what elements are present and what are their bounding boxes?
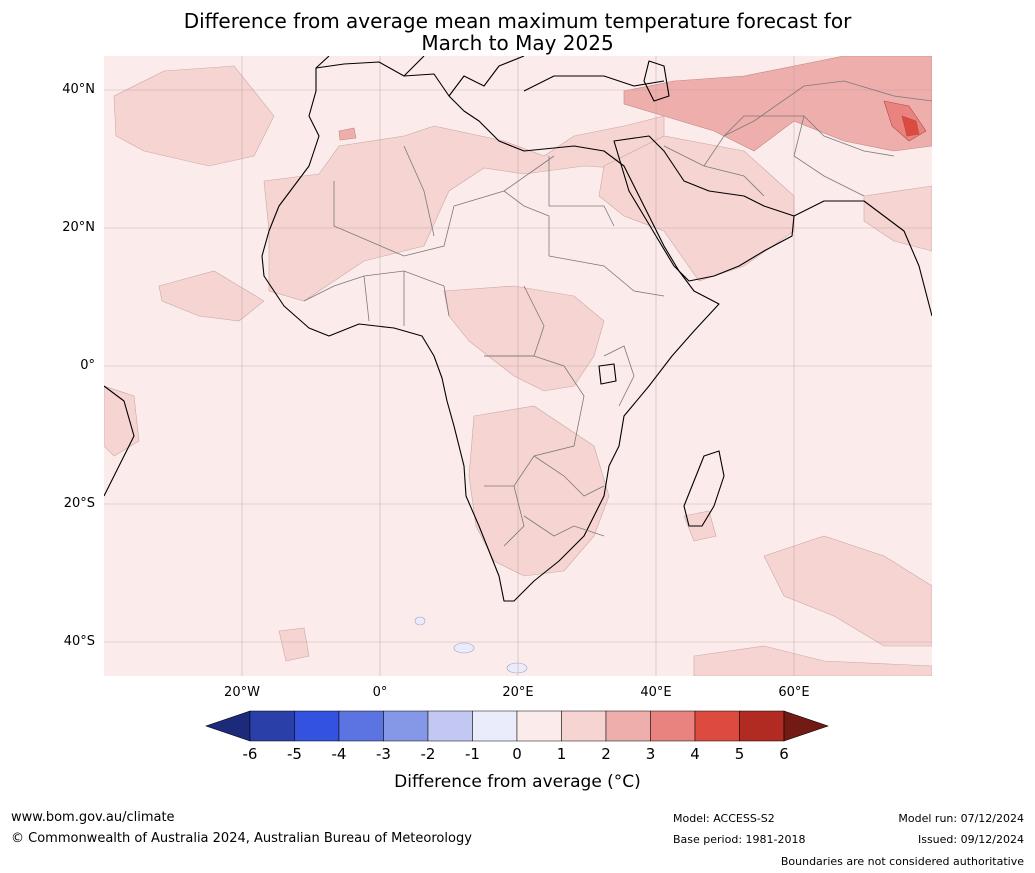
colorbar-segment — [427, 710, 473, 742]
colorbar-over-arrow — [783, 710, 829, 742]
lat-label-40s: 40°S — [63, 634, 95, 649]
colorbar-segment — [650, 710, 696, 742]
lon-label-40e: 40°E — [640, 685, 672, 700]
colorbar-segment — [516, 710, 562, 742]
title-line-1: Difference from average mean maximum tem… — [183, 9, 852, 33]
lat-label-20s: 20°S — [63, 496, 95, 511]
coastlines — [104, 56, 932, 602]
indian-ocean-warm-region — [763, 535, 932, 647]
colorbar-tick-label: 5 — [734, 745, 745, 763]
colorbar-segment — [294, 710, 340, 742]
base-period: Base period: 1981-2018 — [673, 833, 806, 846]
colorbar-tick-label: -2 — [420, 745, 436, 763]
cool-spot-1 — [453, 642, 475, 654]
lat-label-40n: 40°N — [62, 82, 95, 97]
lon-label-20w: 20°W — [224, 685, 260, 700]
colorbar-tick-label: -6 — [242, 745, 258, 763]
india-warm-region — [863, 185, 932, 252]
title-line-2: March to May 2025 — [421, 31, 614, 55]
boundaries-disclaimer: Boundaries are not considered authoritat… — [780, 855, 1024, 868]
colorbar-segment — [694, 710, 740, 742]
iran-warm-region — [623, 56, 932, 152]
colorbar-segment — [561, 710, 607, 742]
colorbar-tick-label: -4 — [331, 745, 347, 763]
colorbar-segment — [338, 710, 384, 742]
colorbar-tick-label: 2 — [601, 745, 611, 763]
colorbar-tick-label: -3 — [376, 745, 391, 763]
caspian-coastline — [643, 60, 670, 102]
colorbar-tick-label: -5 — [287, 745, 302, 763]
south-ocean-warm-region — [278, 627, 310, 662]
africa-coastline — [261, 61, 720, 602]
asia-coastline — [793, 200, 932, 317]
south-atlantic-warm-region — [104, 385, 140, 457]
atlantic-tropical-warm-region — [158, 270, 265, 322]
model-run-date: Model run: 07/12/2024 — [898, 812, 1024, 825]
cool-spot-3 — [414, 616, 426, 626]
colorbar-segment — [605, 710, 651, 742]
colorbar-segment — [383, 710, 429, 742]
atlantic-north-warm-region — [113, 65, 275, 167]
lat-label-20n: 20°N — [62, 220, 95, 235]
website-link[interactable]: www.bom.gov.au/climate — [11, 810, 175, 825]
europe-coastline — [315, 56, 665, 97]
colorbar-segment — [739, 710, 785, 742]
central-africa-warm-region — [443, 285, 605, 392]
lat-label-0: 0° — [80, 358, 95, 373]
lake-victoria — [598, 363, 617, 385]
colorbar-tick-label: 6 — [779, 745, 789, 763]
anomaly-cool-regions — [414, 616, 528, 674]
anomaly-2-3-regions — [338, 56, 932, 152]
colorbar — [205, 710, 829, 742]
model-name: Model: ACCESS-S2 — [673, 812, 775, 825]
lon-label-0: 0° — [372, 685, 388, 700]
anomaly-1-2-regions — [104, 65, 932, 676]
copyright-text: © Commonwealth of Australia 2024, Austra… — [11, 831, 472, 846]
colorbar-tick-label: -1 — [465, 745, 480, 763]
anomaly-3-5-regions — [883, 100, 927, 142]
madagascar-coastline — [683, 450, 725, 527]
colorbar-under-arrow — [205, 710, 251, 742]
arabia-coastline — [613, 135, 795, 282]
colorbar-segment — [249, 710, 295, 742]
country-boundaries — [303, 80, 932, 547]
south-america-coastline — [104, 385, 135, 497]
gridlines — [104, 56, 932, 676]
colorbar-tick-label: 1 — [556, 745, 567, 763]
far-south-warm-region — [693, 645, 932, 676]
cool-spot-2 — [506, 662, 528, 674]
forecast-map — [104, 56, 932, 676]
issued-date: Issued: 09/12/2024 — [917, 833, 1024, 846]
map-title: Difference from average mean maximum tem… — [0, 10, 1035, 54]
colorbar-segment — [472, 710, 518, 742]
colorbar-label: Difference from average (°C) — [394, 772, 641, 792]
himalaya-hot-core — [901, 115, 920, 137]
southern-africa-warm-region — [468, 405, 610, 577]
colorbar-tick-label: 3 — [645, 745, 656, 763]
colorbar-tick-label: 0 — [512, 745, 522, 763]
mediterranean-warm-spot — [338, 127, 357, 141]
lon-label-60e: 60°E — [778, 685, 810, 700]
lon-label-20e: 20°E — [502, 685, 534, 700]
colorbar-tick-label: 4 — [690, 745, 700, 763]
